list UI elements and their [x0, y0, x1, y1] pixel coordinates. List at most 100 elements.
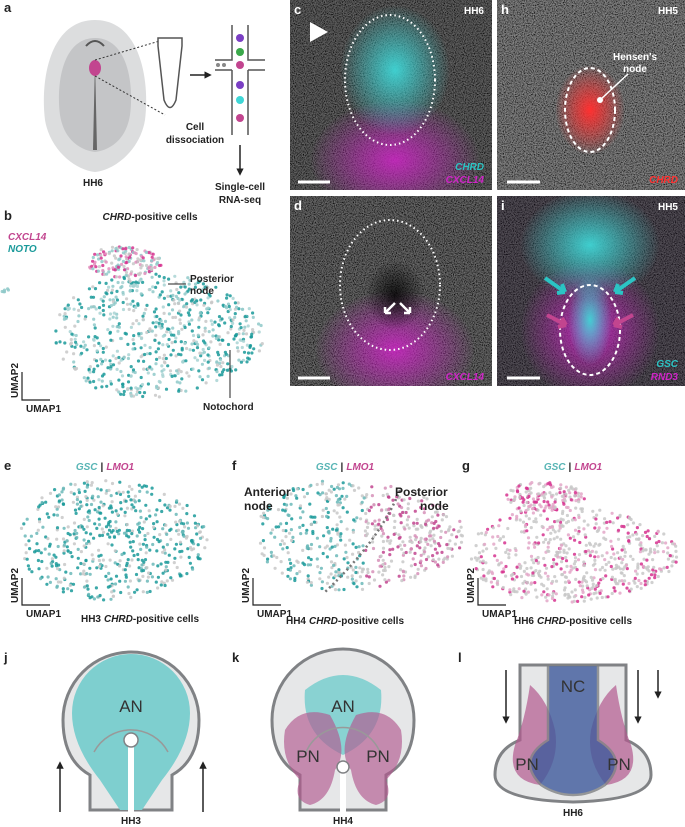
cell-dot — [405, 523, 409, 527]
cell-dot — [341, 481, 345, 485]
cell-dot — [62, 551, 66, 555]
cell-dot — [370, 494, 374, 498]
cell-dot — [320, 479, 325, 483]
cell-dot — [547, 593, 551, 597]
cell-dot — [525, 500, 529, 505]
cell-dot — [594, 542, 598, 546]
cell-dot — [73, 345, 77, 349]
cell-dot — [613, 589, 617, 593]
cell-dot — [510, 513, 514, 517]
panel-label: j — [3, 650, 8, 665]
cell-dot — [161, 373, 165, 377]
cell-dot — [522, 498, 526, 502]
cell-dot — [245, 343, 249, 347]
cell-dot — [450, 533, 454, 537]
cell-dot — [433, 547, 437, 551]
cell-dot — [257, 322, 261, 326]
cell-dot — [652, 565, 656, 569]
cell-dot — [567, 488, 571, 492]
cell-dot — [629, 587, 633, 591]
cell-dot — [92, 338, 96, 342]
cell-dot — [519, 509, 523, 513]
cell-dot — [114, 526, 118, 531]
cell-dot — [6, 288, 10, 292]
cell-dot — [140, 382, 145, 387]
cell-dot — [122, 392, 126, 397]
cell-dot — [122, 389, 126, 394]
cell-dot — [365, 574, 369, 578]
cell-dot — [118, 480, 122, 484]
cell-dot — [408, 496, 412, 501]
cell-dot — [250, 332, 254, 336]
cell-dot — [95, 349, 99, 353]
cell-dot — [226, 362, 230, 366]
cell-dot — [391, 547, 395, 551]
cell-dot — [228, 308, 232, 312]
cell-dot — [114, 356, 118, 361]
cell-dot — [257, 349, 261, 353]
cell-dot — [401, 560, 405, 564]
cell-dot — [141, 574, 145, 579]
cell-dot — [151, 285, 155, 289]
cell-dot — [131, 246, 135, 250]
cell-dot — [121, 251, 125, 255]
cell-dot — [350, 577, 354, 581]
cell-dot — [248, 345, 252, 349]
cell-dot — [164, 560, 168, 564]
cell-dot — [120, 552, 124, 557]
cell-dot — [509, 573, 514, 578]
cell-dot — [157, 257, 161, 261]
cell-dot — [481, 559, 485, 563]
cell-dot — [66, 587, 70, 591]
cell-dot — [110, 590, 114, 594]
cell-dot — [178, 309, 182, 313]
cell-dot — [605, 526, 609, 530]
cell-dot — [180, 377, 184, 381]
cell-dot — [101, 346, 105, 351]
cell-dot — [98, 311, 102, 315]
cell-dot — [106, 523, 110, 527]
cell-dot — [107, 285, 111, 289]
cell-dot — [128, 540, 132, 544]
gene: CHRD — [537, 616, 566, 627]
cell-dot — [203, 326, 207, 330]
cell-dot — [326, 510, 330, 515]
cell-dot — [140, 569, 144, 573]
cell-dot — [145, 545, 149, 549]
cell-dot — [557, 529, 561, 533]
cell-dot — [93, 508, 97, 512]
cell-dot — [91, 494, 95, 498]
cell-dot — [542, 509, 546, 513]
cell-dot — [138, 386, 142, 390]
cell-dot — [131, 299, 135, 303]
cell-dot — [140, 558, 144, 562]
cell-dot — [23, 534, 27, 538]
cell-dot — [75, 498, 79, 502]
cell-dot — [443, 556, 447, 560]
cell-dot — [576, 558, 581, 562]
cell-dot — [115, 388, 119, 392]
cell-dot — [597, 526, 601, 530]
cell-dot — [556, 519, 560, 523]
cell-dot — [645, 534, 649, 539]
cell-dot — [133, 590, 137, 594]
cell-dot — [206, 296, 210, 300]
cell-dot — [139, 331, 143, 336]
cell-dot — [388, 541, 392, 545]
cell-dot — [514, 553, 518, 557]
cell-dot — [98, 593, 102, 598]
cell-dot — [122, 268, 127, 272]
cell-dot — [522, 569, 527, 574]
cell-dot — [351, 530, 355, 534]
cell-dot — [119, 254, 123, 258]
label: dissociation — [166, 135, 224, 146]
legend: GSC | LMO1 — [544, 462, 603, 473]
cell-dot — [173, 340, 177, 344]
cell-dot — [117, 322, 121, 326]
cell-dot — [548, 491, 552, 495]
signal — [568, 275, 612, 365]
cell-dot — [64, 316, 68, 321]
cell-dot — [316, 565, 320, 569]
cell-dot — [301, 523, 305, 528]
cell-dot — [82, 569, 86, 573]
